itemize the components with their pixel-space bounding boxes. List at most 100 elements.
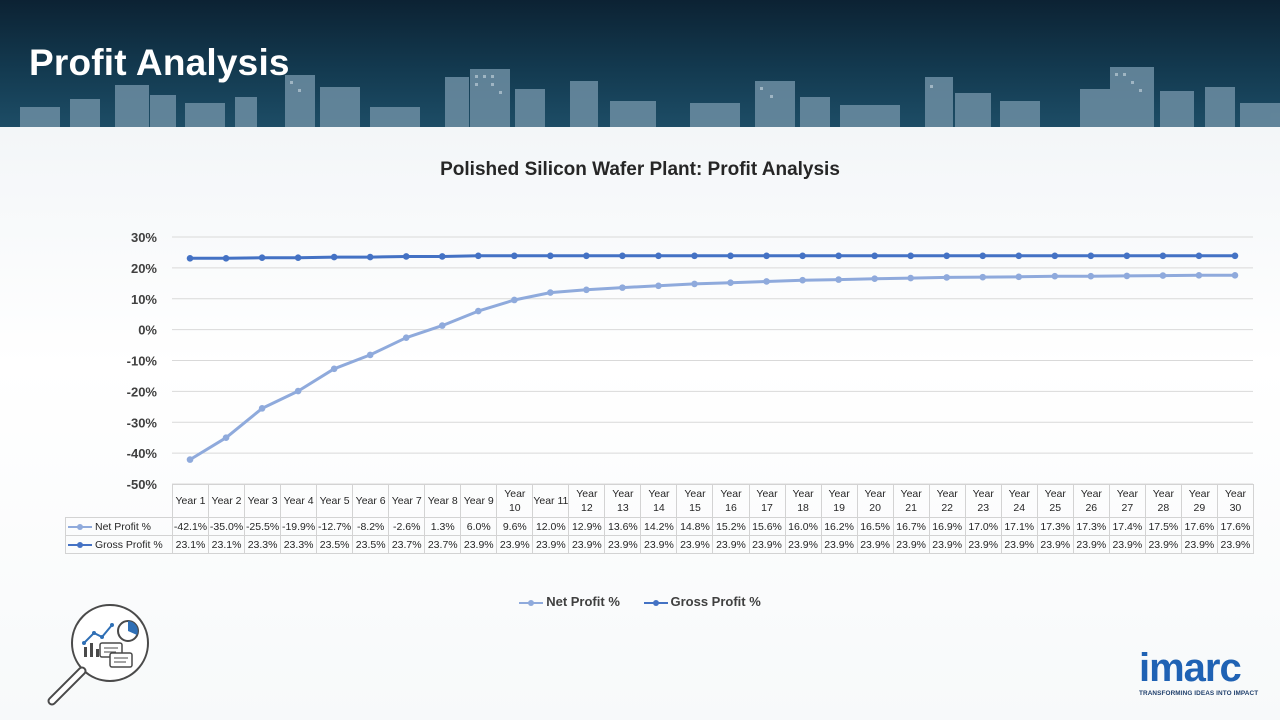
data-point (835, 252, 842, 260)
data-label: 16.5% (856, 517, 894, 536)
data-label: 23.9% (856, 535, 894, 554)
data-label: 23.9% (640, 535, 678, 554)
header-banner: Profit Analysis (0, 0, 1280, 127)
data-point (655, 252, 662, 260)
data-point (619, 252, 626, 260)
data-label: 16.9% (928, 517, 966, 536)
data-point (330, 253, 338, 261)
series-label-net-profit: Net Profit % (65, 517, 173, 536)
data-label: -25.5% (244, 517, 282, 536)
data-label: 23.1% (208, 535, 246, 554)
data-label: 16.2% (820, 517, 858, 536)
data-point (511, 252, 518, 260)
data-label: 23.9% (460, 535, 498, 554)
x-tick-label: Year 9 (460, 484, 498, 518)
data-label: -8.2% (352, 517, 390, 536)
data-point (1123, 252, 1131, 260)
data-point (763, 252, 770, 260)
legend-key-icon (643, 599, 668, 607)
x-tick-label: Year 21 (892, 484, 930, 518)
page-title: Profit Analysis (29, 42, 290, 83)
data-point (1051, 272, 1059, 280)
data-label: 23.3% (244, 535, 282, 554)
data-point (907, 274, 914, 282)
data-point (366, 253, 374, 261)
data-label: 23.9% (1108, 535, 1146, 554)
data-point (258, 405, 266, 412)
data-label: 23.9% (1216, 535, 1254, 554)
data-label: 23.7% (424, 535, 462, 554)
x-tick-label: Year 15 (676, 484, 714, 518)
x-tick-label: Year 11 (532, 484, 570, 518)
logo-wordmark: imarc (1139, 646, 1242, 690)
data-point (222, 434, 230, 441)
data-label: 23.9% (748, 535, 786, 554)
data-label: 17.3% (1072, 517, 1110, 536)
data-point (474, 252, 482, 260)
data-point (366, 351, 374, 359)
series-line-1 (190, 254, 1235, 260)
data-point (1159, 272, 1167, 279)
data-label: 14.2% (640, 517, 678, 536)
data-point (1231, 252, 1239, 260)
data-label: 17.1% (1000, 517, 1038, 536)
series-line-0 (189, 273, 1235, 461)
data-table-row-net-profit: Net Profit % -42.1% -35.0% -25.5% -19.9% -12… (65, 517, 1254, 536)
data-point (583, 252, 590, 260)
data-label: -42.1% (171, 517, 210, 536)
data-point (1159, 252, 1167, 260)
content-area (0, 127, 1280, 720)
data-point (727, 252, 734, 260)
data-point (547, 252, 554, 260)
data-point (691, 280, 698, 288)
series-label-gross-profit: Gross Profit % (65, 535, 173, 554)
y-tick-label: -30% (127, 415, 158, 430)
data-label: 1.3% (424, 517, 462, 536)
y-tick-label: 10% (131, 292, 157, 307)
data-label: 23.7% (388, 535, 426, 554)
y-tick-label: -40% (127, 446, 158, 461)
x-tick-label: Year 19 (820, 484, 858, 518)
legend-item-net-profit: Net Profit % (519, 594, 620, 609)
legend-item-gross-profit: Gross Profit % (643, 594, 761, 609)
data-label: 23.9% (1180, 535, 1218, 554)
data-point (1051, 252, 1059, 260)
x-tick-label: Year 20 (856, 484, 894, 518)
data-point (294, 254, 302, 261)
x-tick-label: Year 29 (1180, 484, 1218, 518)
magnifier-analytics-icon (47, 604, 149, 706)
data-label: 12.0% (532, 517, 570, 536)
data-label: 23.9% (820, 535, 858, 554)
data-label: 23.9% (1072, 535, 1110, 554)
data-label: 23.1% (171, 535, 210, 554)
data-label: 23.9% (964, 535, 1002, 554)
data-label: 17.5% (1144, 517, 1182, 536)
data-label: 17.0% (964, 517, 1002, 536)
data-label: -12.7% (316, 517, 354, 536)
x-tick-label: Year 22 (928, 484, 966, 518)
logo-tagline: TRANSFORMING IDEAS INTO IMPACT (1139, 690, 1259, 697)
data-point (1195, 271, 1203, 279)
y-tick-label: 20% (131, 261, 157, 276)
data-label: 15.6% (748, 517, 786, 536)
data-label: -2.6% (388, 517, 426, 536)
data-point (402, 334, 410, 341)
x-tick-label: Year 6 (352, 484, 390, 518)
data-point (799, 276, 806, 284)
data-point (835, 276, 842, 283)
data-label: 23.9% (892, 535, 930, 554)
x-tick-label: Year 27 (1108, 484, 1146, 518)
imarc-logo: imarc TRANSFORMING IDEAS INTO IMPACT (1139, 648, 1269, 708)
data-label: 23.9% (676, 535, 714, 554)
data-label: 6.0% (460, 517, 498, 536)
data-label: 17.6% (1180, 517, 1218, 536)
data-point (222, 255, 230, 262)
data-point (1087, 272, 1095, 280)
data-label: 23.5% (352, 535, 390, 554)
data-label: 16.7% (892, 517, 930, 536)
data-label: -35.0% (208, 517, 246, 536)
data-label: 15.2% (712, 517, 750, 536)
y-tick-label: 0% (138, 323, 157, 338)
x-tick-label: Year 14 (640, 484, 678, 518)
data-table-header: Year 1 Year 2 Year 3 Year 4 Year 5 Year 6 Year… (65, 484, 1254, 518)
